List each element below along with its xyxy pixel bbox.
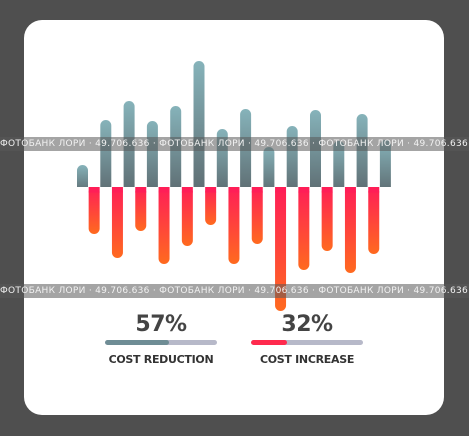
up-bar <box>286 126 298 193</box>
cost-reduction-progress-fill <box>105 340 169 345</box>
up-bar <box>310 110 321 193</box>
down-bar <box>111 187 123 258</box>
down-bar-top <box>135 187 147 193</box>
down-bar-top <box>368 187 380 193</box>
down-bar <box>251 187 263 244</box>
watermark-strip-top: ФОТОБАНК ЛОРИ · 49.706.636 · ФОТОБАНК ЛО… <box>0 137 469 151</box>
cost-increase-stat: 32% COST INCREASE <box>251 312 363 366</box>
down-bar-top <box>88 187 100 193</box>
cost-increase-progress-fill <box>251 340 287 345</box>
watermark-strip-bottom: ФОТОБАНК ЛОРИ · 49.706.636 · ФОТОБАНК ЛО… <box>0 284 469 298</box>
bars-group <box>70 61 400 311</box>
down-bar <box>275 187 287 311</box>
down-bar-top <box>344 187 356 193</box>
cost-increase-progress <box>251 340 363 345</box>
down-bar-top <box>181 187 193 193</box>
cost-increase-percent: 32% <box>281 312 333 337</box>
down-bar <box>228 187 240 264</box>
down-bar-top <box>205 187 217 193</box>
down-bar <box>205 187 217 225</box>
up-bar <box>356 114 368 193</box>
up-bar <box>146 121 158 193</box>
up-bar <box>193 61 205 193</box>
down-bar <box>158 187 170 264</box>
cost-reduction-progress <box>105 340 217 345</box>
down-bar-top <box>298 187 310 193</box>
cost-reduction-percent: 57% <box>135 312 187 337</box>
down-bar-top <box>321 187 333 193</box>
down-bar-top <box>158 187 170 193</box>
down-bar <box>298 187 310 270</box>
down-bar <box>344 187 356 273</box>
cost-reduction-stat: 57% COST REDUCTION <box>105 312 217 366</box>
cost-increase-label: COST INCREASE <box>259 353 355 366</box>
down-bar <box>368 187 380 254</box>
down-bar <box>135 187 147 231</box>
up-bar <box>77 165 88 193</box>
down-bar <box>321 187 333 251</box>
down-bar <box>88 187 100 234</box>
down-bar <box>181 187 193 246</box>
up-bar <box>333 141 345 193</box>
up-bar <box>100 120 112 193</box>
down-bar-top <box>111 187 123 193</box>
up-bar <box>379 140 391 193</box>
cost-reduction-label: COST REDUCTION <box>108 353 214 366</box>
down-bar-top <box>228 187 240 193</box>
down-bar-top <box>275 187 287 193</box>
down-bar-top <box>251 187 263 193</box>
up-bar <box>263 147 275 193</box>
